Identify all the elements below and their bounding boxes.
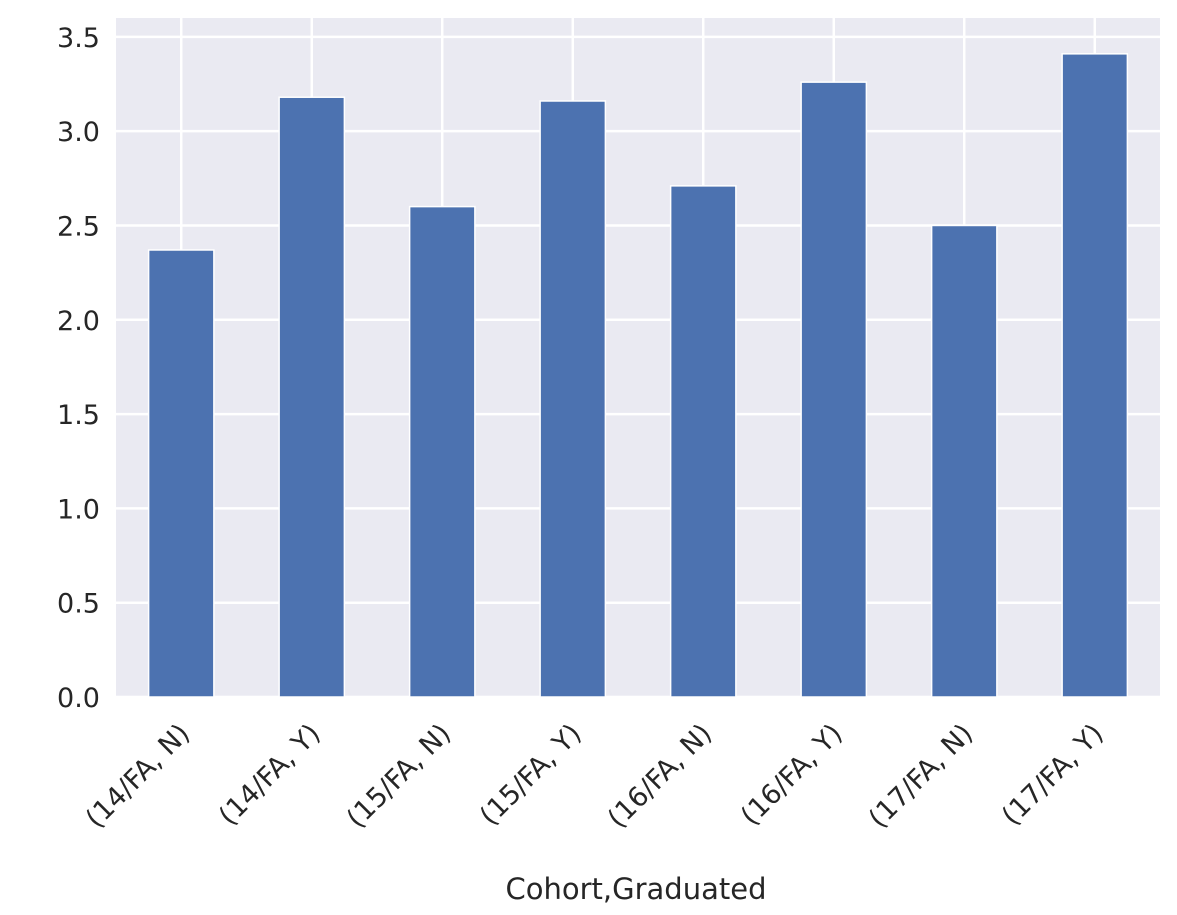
x-tick-label: (14/FA, N) xyxy=(80,718,196,834)
y-tick-label: 3.5 xyxy=(57,23,100,54)
x-axis-label: Cohort,Graduated xyxy=(506,872,767,906)
y-tick-label: 1.0 xyxy=(57,494,100,525)
bar xyxy=(539,100,607,698)
x-tick-label: (14/FA, Y) xyxy=(213,718,327,832)
bar xyxy=(408,205,476,698)
x-tick-label: (17/FA, Y) xyxy=(996,718,1110,832)
x-tick-labels: (14/FA, N) (14/FA, Y) (15/FA, N) (15/FA, Y)… xyxy=(80,718,1110,834)
bar xyxy=(669,185,737,698)
y-tick-labels: 0.0 0.5 1.0 1.5 2.0 2.5 3.0 3.5 xyxy=(57,23,100,714)
y-tick-label: 0.0 xyxy=(57,683,100,714)
bars xyxy=(147,53,1129,698)
bar xyxy=(147,249,215,698)
bar xyxy=(930,224,998,698)
x-tick-label: (16/FA, Y) xyxy=(735,718,849,832)
bar xyxy=(1061,53,1129,698)
x-tick-label: (15/FA, N) xyxy=(341,718,457,834)
plot-area xyxy=(116,18,1160,697)
y-tick-label: 3.0 xyxy=(57,117,100,148)
x-tick-label: (15/FA, Y) xyxy=(474,718,588,832)
bar xyxy=(800,81,868,698)
y-tick-label: 2.5 xyxy=(57,211,100,242)
y-tick-label: 0.5 xyxy=(57,589,100,620)
x-tick-label: (16/FA, N) xyxy=(602,718,718,834)
bar xyxy=(278,96,346,698)
x-tick-label: (17/FA, N) xyxy=(863,718,979,834)
y-tick-label: 2.0 xyxy=(57,306,100,337)
y-tick-label: 1.5 xyxy=(57,400,100,431)
